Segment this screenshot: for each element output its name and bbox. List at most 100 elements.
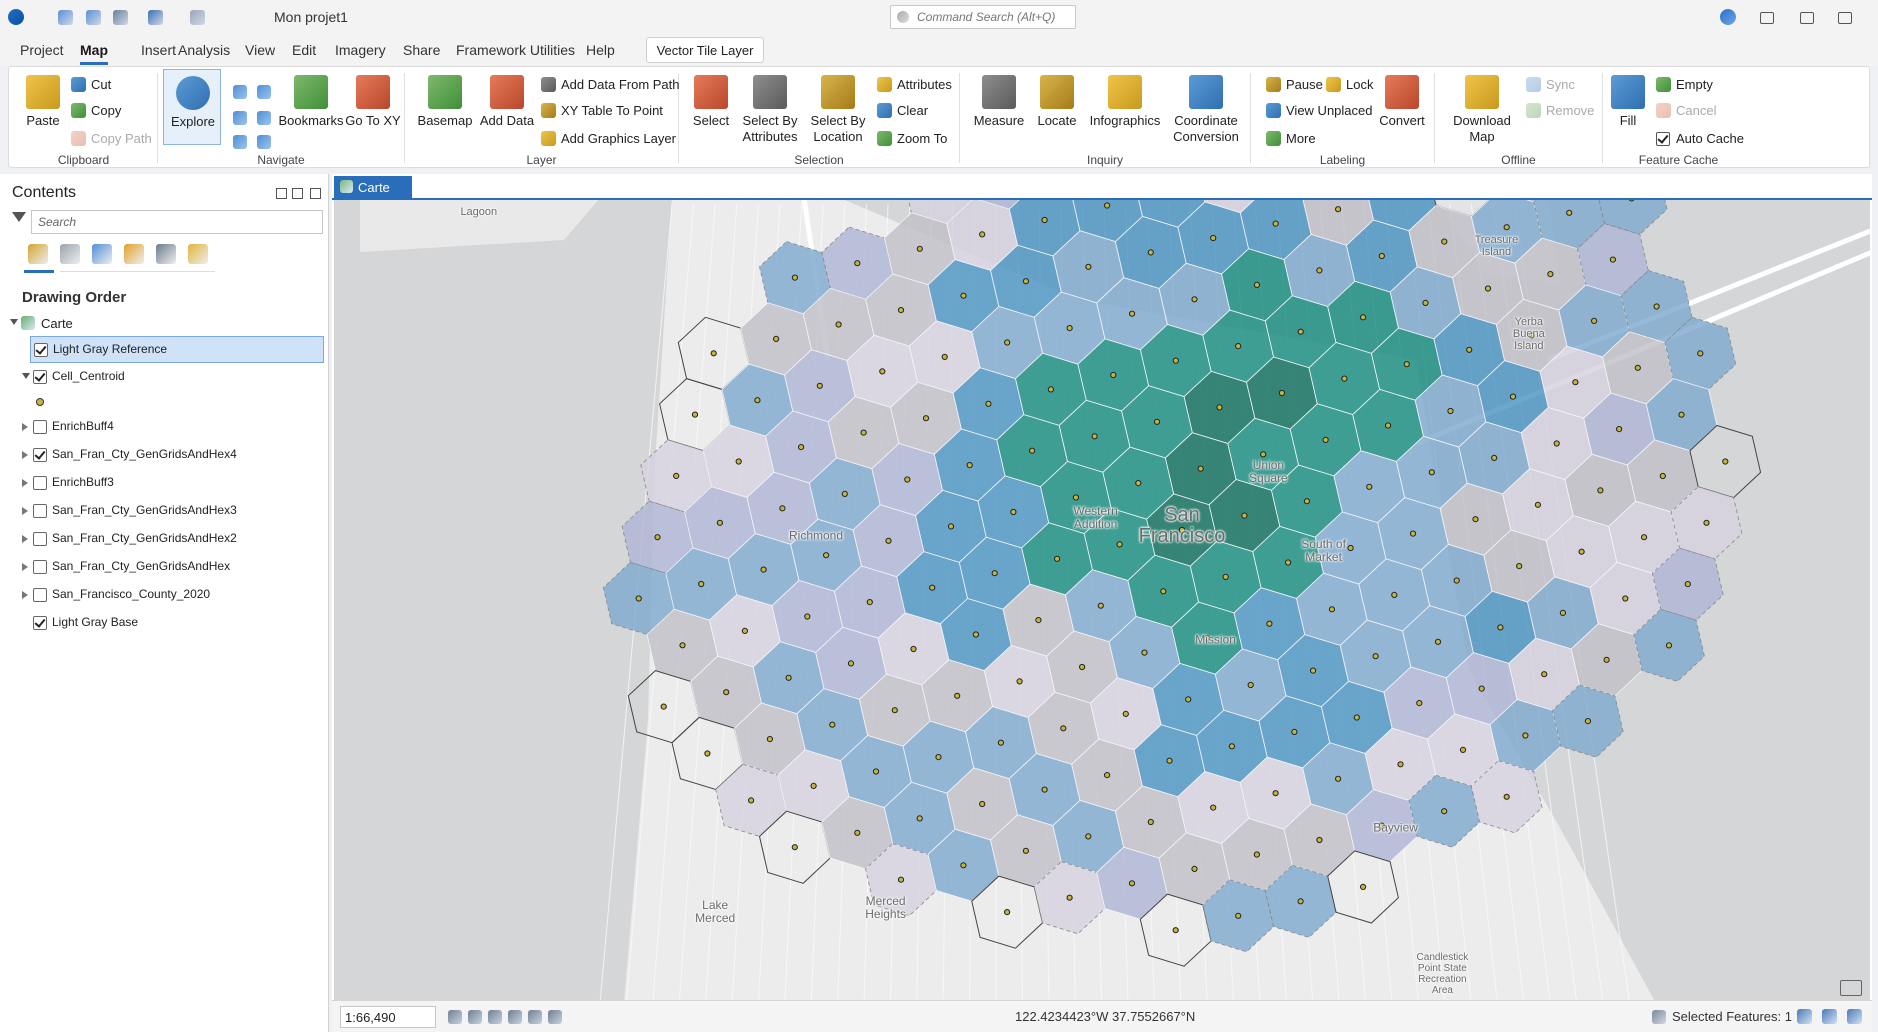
ribbon-small-label: Lock [1346,77,1374,92]
icon [753,75,787,109]
map-canvas[interactable] [334,200,1870,1000]
ribbon-button[interactable]: Basemap [405,69,485,145]
icon [71,77,86,92]
ribbon-tab[interactable]: Share [403,42,441,58]
ribbon-small-label: More [1286,131,1316,146]
ribbon-button[interactable]: Select [671,69,751,145]
layer-row[interactable]: San_Francisco_County_2020 [30,582,324,609]
checkbox[interactable] [33,532,47,546]
layer-row[interactable]: EnrichBuff4 [30,414,324,441]
ribbon-tab[interactable]: Insert [141,42,177,58]
layer-row[interactable]: Light Gray Base [30,610,324,637]
ribbon-button[interactable]: Measure [959,69,1039,145]
cell-centroid [1260,451,1267,458]
checkbox[interactable] [33,504,47,518]
ribbon-button[interactable]: Download Map [1442,69,1522,145]
cell-centroid [1153,418,1161,425]
maximize[interactable] [1838,12,1852,24]
pane-menu[interactable] [276,188,287,199]
ribbon-button[interactable]: Fill [1588,69,1668,145]
ribbon-button[interactable]: Go To XY [333,69,413,145]
expander[interactable] [22,479,28,487]
cell-centroid [1247,681,1254,689]
ribbon-button[interactable]: Select By Attributes [730,69,810,145]
ribbon-tab[interactable]: Help [586,42,615,58]
cell-centroid [916,815,923,822]
icon [26,75,60,109]
expander[interactable] [22,591,28,599]
contextual-tab-label: Vector Tile Layer [656,43,754,58]
map-label: Yerba Buena Island [1512,315,1545,352]
layer-row[interactable]: EnrichBuff3 [30,470,324,497]
pane-title: Contents [12,184,77,201]
layer-row[interactable]: San_Fran_Cty_GenGridsAndHex2 [30,526,324,553]
cell-centroid [723,689,730,696]
ribbon-tab[interactable]: Imagery [335,42,386,58]
cell-centroid [635,595,642,602]
cell-centroid [985,400,992,407]
cell-centroid [1678,411,1685,418]
cell-centroid [1522,732,1529,739]
layer-row[interactable]: Cell_Centroid [30,364,324,391]
coordinates[interactable]: 122.4234423°W 37.7552667°N [1015,1009,1196,1024]
pane-pin[interactable] [292,188,303,199]
ribbon-tab[interactable]: Analysis [178,42,231,58]
layer-row[interactable]: San_Fran_Cty_GenGridsAndHex4 [30,442,324,469]
ribbon-button[interactable]: Select By Location [798,69,878,145]
ribbon-tab[interactable]: Project [20,42,64,58]
checkbox[interactable] [33,370,47,384]
checkbox[interactable] [34,343,48,357]
command-search[interactable]: Command Search (Alt+Q) [890,5,1076,29]
hex-cell [908,200,973,224]
expander[interactable] [22,373,30,379]
pane-close[interactable] [310,188,321,199]
cell-centroid [741,627,748,634]
ribbon-button[interactable]: Explore [163,69,221,145]
ribbon-button[interactable]: Convert [1362,69,1442,145]
cell-centroid [1079,663,1086,671]
ribbon-button[interactable]: Locate [1017,69,1097,145]
ribbon-tab[interactable]: Framework Utilities [456,42,576,58]
ribbon-button-label: Select By Attributes [742,113,798,144]
minimize[interactable] [1800,12,1814,24]
ribbon-button[interactable]: Paste [3,69,83,145]
ribbon-button[interactable]: Coordinate Conversion [1166,69,1246,145]
layer-row[interactable]: San_Fran_Cty_GenGridsAndHex [30,554,324,581]
layer-row[interactable]: San_Fran_Cty_GenGridsAndHex3 [30,498,324,525]
cell-centroid [1372,653,1379,660]
ribbon-button[interactable]: Add Data [467,69,547,145]
ribbon-tab[interactable]: View [245,42,276,58]
checkbox[interactable] [33,588,47,602]
icon [1108,75,1142,109]
map-name[interactable]: Carte [41,316,73,331]
help[interactable] [1760,12,1774,24]
checkbox[interactable] [33,476,47,490]
checkbox[interactable] [33,448,47,462]
expander[interactable] [22,535,28,543]
expander[interactable] [10,319,18,325]
contextual-tab[interactable]: Vector Tile Layer [646,37,764,63]
ribbon-tab[interactable]: Edit [292,42,317,58]
layer-row[interactable]: Light Gray Reference [30,336,324,363]
filter-icon[interactable] [12,212,26,222]
layer-name: Light Gray Reference [53,342,168,356]
ribbon-tab[interactable]: Map [80,42,108,58]
expander[interactable] [22,451,28,459]
search-box[interactable]: Search [31,210,323,234]
checkbox[interactable] [33,616,47,630]
expander[interactable] [22,423,28,431]
status-bar: 1:66,490 122.4234423°W 37.7552667°N Select… [332,1000,1872,1032]
expander[interactable] [22,563,28,571]
layer-name: EnrichBuff3 [52,475,114,489]
navigator-icon[interactable] [1840,980,1862,996]
selected-features[interactable]: Selected Features: 1 [1672,1009,1792,1024]
checkbox[interactable] [33,560,47,574]
expander[interactable] [22,507,28,515]
ribbon-button[interactable]: Bookmarks [271,69,351,145]
ribbon-button[interactable]: Infographics [1085,69,1165,145]
icon [468,1010,482,1024]
map-tab[interactable]: Carte [334,176,412,198]
layer-name: Cell_Centroid [52,369,125,383]
scale-box[interactable]: 1:66,490 [340,1006,436,1028]
checkbox[interactable] [33,420,47,434]
